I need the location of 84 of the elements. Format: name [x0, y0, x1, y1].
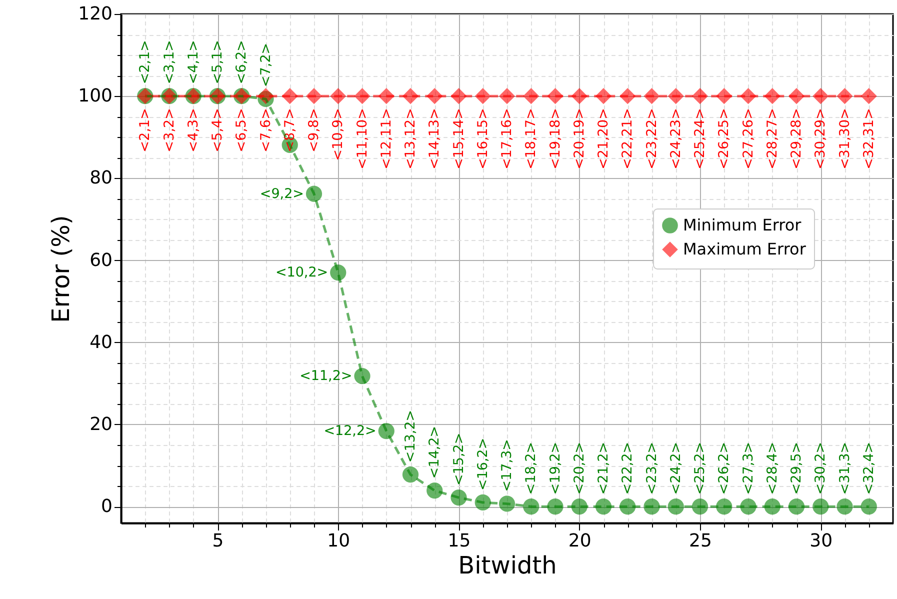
data-label: <22,21>: [620, 108, 636, 170]
data-label: <19,2>: [547, 442, 564, 495]
point: [860, 88, 877, 104]
data-label: <24,2>: [668, 442, 684, 495]
point: [836, 498, 853, 515]
data-label: <5,4>: [210, 108, 226, 152]
point: [668, 498, 684, 515]
data-label: <12,2>: [324, 423, 376, 440]
data-label: <3,2>: [161, 108, 178, 152]
y-tick-label: 120: [78, 4, 112, 24]
data-label: <20,2>: [571, 442, 588, 495]
data-label: <18,17>: [523, 108, 540, 170]
data-label: <25,2>: [692, 442, 708, 495]
data-label: <23,2>: [644, 442, 660, 495]
data-label: <29,28>: [788, 108, 804, 170]
data-label: <9,2>: [260, 186, 304, 202]
data-label: <29,5>: [788, 442, 804, 495]
x-tick-label: 20: [568, 530, 592, 552]
data-label: <17,16>: [499, 108, 515, 170]
x-tick-label: 25: [689, 530, 712, 552]
data-label: <3,1>: [161, 40, 178, 84]
y-tick-label: 60: [90, 250, 112, 271]
point: [498, 496, 516, 512]
data-label: <10,9>: [330, 108, 346, 161]
y-tick-label: 100: [78, 86, 112, 107]
data-label: <28,27>: [764, 108, 780, 170]
data-label: <32,31>: [860, 108, 877, 170]
data-label: <6,2>: [234, 40, 250, 84]
x-tick-label: 30: [810, 530, 833, 552]
data-label: <21,20>: [596, 108, 612, 170]
data-label: <10,2>: [275, 264, 328, 281]
legend-label: Minimum Error: [683, 216, 802, 234]
data-label: <26,2>: [716, 442, 732, 495]
data-label: <27,3>: [740, 442, 756, 495]
data-label: <17,3>: [499, 439, 515, 492]
x-tick-label: 5: [212, 530, 224, 552]
data-label: <31,3>: [836, 442, 853, 495]
data-label: <4,1>: [185, 40, 202, 84]
data-label: <27,26>: [740, 108, 756, 170]
data-label: <9,8>: [306, 108, 322, 152]
data-label: <15,2>: [450, 432, 467, 486]
data-label: <7,2>: [258, 42, 274, 87]
data-label: <11,2>: [300, 368, 352, 384]
data-label: <8,7>: [282, 108, 298, 152]
data-label: <13,2>: [402, 410, 418, 463]
y-tick-label: 80: [90, 168, 112, 189]
data-label: <30,2>: [812, 442, 829, 495]
y-tick-label: 0: [101, 496, 112, 518]
point: [523, 498, 540, 515]
y-axis-title: Error (%): [47, 215, 76, 323]
data-label: <16,2>: [474, 438, 491, 490]
data-label: <32,4>: [860, 442, 877, 495]
data-label: <24,23>: [668, 108, 684, 170]
x-axis-title: Bitwidth: [458, 552, 557, 580]
x-tick-label: 15: [448, 530, 471, 552]
data-label: <2,1>: [137, 108, 154, 152]
data-label: <23,22>: [644, 108, 660, 170]
data-label: <19,18>: [547, 108, 564, 170]
data-label: <11,10>: [354, 108, 370, 170]
data-label: <14,2>: [426, 426, 443, 479]
x-tick-label: 10: [327, 530, 350, 552]
data-label: <30,29>: [812, 108, 829, 170]
data-label: <13,12>: [402, 108, 418, 170]
legend-label: Maximum Error: [683, 240, 806, 258]
data-label: <21,2>: [596, 442, 612, 495]
data-label: <15,14>: [450, 108, 467, 170]
data-label: <28,4>: [764, 442, 780, 495]
y-tick-label: 20: [90, 414, 112, 435]
data-label: <18,2>: [523, 442, 540, 495]
data-label: <5,1>: [210, 40, 226, 84]
data-label: <4,3>: [185, 108, 202, 152]
point: [860, 498, 877, 515]
data-label: <22,2>: [620, 442, 636, 495]
data-label: <2,1>: [137, 40, 154, 84]
y-tick-label: 40: [90, 332, 112, 353]
data-label: <6,5>: [234, 108, 250, 152]
data-label: <16,15>: [474, 108, 491, 170]
data-label: <26,25>: [716, 108, 732, 170]
data-label: <14,13>: [426, 108, 443, 170]
data-label: <31,30>: [836, 108, 853, 170]
data-label: <12,11>: [378, 108, 394, 170]
data-label: <20,19>: [571, 108, 588, 170]
data-label: <25,24>: [692, 108, 708, 170]
data-label: <7,6>: [258, 108, 274, 152]
